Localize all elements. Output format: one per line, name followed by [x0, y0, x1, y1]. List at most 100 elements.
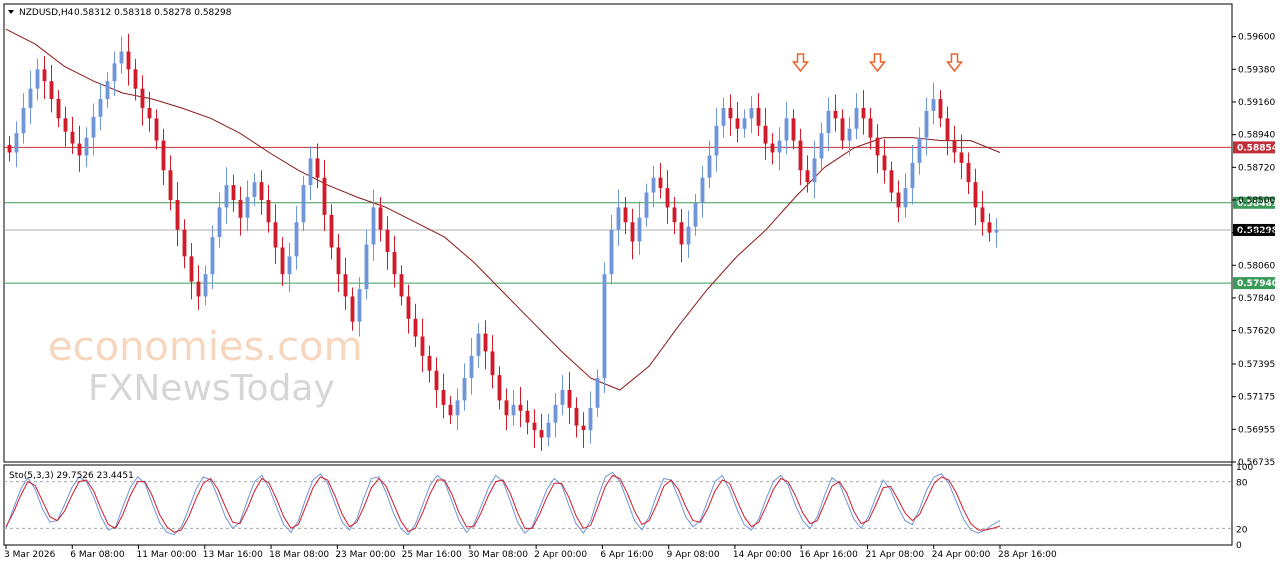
- x-tick-label-6: 25 Mar 16:00: [402, 550, 462, 560]
- candle-body-87: [616, 207, 621, 230]
- candle-body-14: [105, 81, 110, 100]
- sto-series-1: [5, 474, 1001, 533]
- candle-body-92: [651, 177, 656, 193]
- candle-body-67: [476, 333, 481, 356]
- candle-body-32: [231, 185, 236, 200]
- y-tick-label-3: 0.58940: [1238, 131, 1275, 141]
- candle-body-93: [658, 177, 663, 189]
- candle-body-18: [133, 69, 138, 89]
- x-tick-label-3: 13 Mar 16:00: [203, 550, 263, 560]
- candle-body-49: [350, 296, 355, 322]
- candle-body-139: [980, 207, 985, 223]
- moving-average: [5, 28, 1001, 391]
- candle-body-130: [917, 137, 922, 163]
- y-tick-label-4: 0.58720: [1238, 163, 1275, 173]
- candle-body-57: [406, 296, 411, 319]
- candle-body-136: [959, 152, 964, 163]
- ma-line: [5, 28, 1001, 391]
- candle-body-73: [518, 404, 523, 411]
- level-label-3: 0.57940: [1237, 279, 1278, 289]
- candle-body-72: [511, 404, 516, 416]
- candle-body-55: [392, 251, 397, 275]
- x-tick-label-13: 21 Apr 08:00: [865, 550, 924, 560]
- candle-body-69: [490, 351, 495, 376]
- candle-body-62: [441, 389, 446, 405]
- candle-body-25: [182, 229, 187, 257]
- candle-body-11: [84, 137, 89, 156]
- candle-body-65: [462, 378, 467, 401]
- candle-body-9: [70, 131, 75, 144]
- candle-body-70: [497, 375, 502, 401]
- candle-body-5: [42, 69, 47, 82]
- candle-body-118: [833, 110, 838, 119]
- candle-body-124: [875, 137, 880, 156]
- candle-body-52: [371, 207, 376, 245]
- x-tick-label-8: 2 Apr 00:00: [534, 550, 587, 560]
- candle-body-77: [546, 422, 551, 438]
- candle-body-64: [455, 400, 460, 416]
- candle-body-45: [322, 177, 327, 215]
- candle-body-36: [259, 182, 264, 200]
- watermark-economies: economies.com: [48, 324, 363, 370]
- candle-body-120: [847, 128, 852, 141]
- level-label-bg-2: [1233, 223, 1275, 236]
- candle-body-54: [385, 229, 390, 252]
- candle-body-90: [637, 217, 642, 242]
- candle-body-35: [252, 182, 257, 197]
- candle-body-56: [399, 274, 404, 297]
- x-tick-label-10: 9 Apr 08:00: [667, 550, 720, 560]
- candle-body-74: [525, 410, 530, 423]
- y-tick-label-1: 0.59380: [1238, 65, 1275, 75]
- candle-body-103: [728, 107, 733, 119]
- x-tick-label-11: 14 Apr 00:00: [733, 550, 792, 560]
- y-tick-label-13: 0.56735: [1238, 458, 1275, 468]
- sto-series-0: [5, 471, 1001, 536]
- candle-body-94: [665, 188, 670, 208]
- candle-body-22: [161, 140, 166, 171]
- candle-body-71: [504, 400, 509, 416]
- price-axis: 0.59600 0.59380 0.59160 0.58940 0.58720 0.585…: [1232, 33, 1275, 468]
- candle-body-95: [672, 207, 677, 223]
- y-tick-label-6: 0.58280: [1238, 229, 1275, 239]
- sto-tick-0: 100: [1236, 463, 1253, 473]
- candle-body-27: [196, 281, 201, 297]
- candle-body-140: [987, 222, 992, 233]
- level-label-bg-0: [1233, 141, 1275, 154]
- y-tick-label-0: 0.59600: [1238, 33, 1275, 43]
- candle-body-61: [434, 370, 439, 390]
- down-arrow-icon-2: [945, 53, 964, 73]
- down-arrow-icon-0: [791, 53, 810, 73]
- candle-body-115: [812, 158, 817, 183]
- candle-body-39: [280, 247, 285, 275]
- candle-body-107: [756, 107, 761, 126]
- y-tick-label-9: 0.57620: [1238, 327, 1275, 337]
- candle-body-38: [273, 222, 278, 248]
- candle-body-47: [336, 247, 341, 275]
- candle-body-75: [532, 422, 537, 431]
- candle-body-126: [889, 170, 894, 193]
- candle-body-100: [707, 155, 712, 178]
- candle-body-96: [679, 222, 684, 245]
- level-label-0: 0.58854: [1237, 143, 1278, 153]
- candle-body-86: [609, 229, 614, 275]
- horizontal-levels: 0.58854 0.58481 0.58298 0.57940: [4, 141, 1278, 290]
- stochastic-oscillator: 100 80 20 0: [4, 463, 1253, 551]
- candle-body-105: [742, 118, 747, 129]
- candle-body-79: [560, 389, 565, 405]
- candle-body-135: [952, 140, 957, 153]
- y-tick-label-5: 0.58500: [1238, 196, 1275, 206]
- candle-body-43: [308, 158, 313, 186]
- level-label-bg-1: [1233, 196, 1275, 209]
- candle-body-134: [945, 118, 950, 141]
- candle-body-30: [217, 207, 222, 238]
- symbol-timeframe[interactable]: NZDUSD,H4: [19, 8, 74, 18]
- y-tick-label-12: 0.56955: [1238, 425, 1275, 435]
- x-tick-label-7: 30 Mar 08:00: [468, 550, 528, 560]
- candle-body-98: [693, 202, 698, 227]
- candle-body-37: [266, 199, 271, 223]
- symbol-dropdown-icon[interactable]: [8, 10, 14, 14]
- candle-body-101: [714, 125, 719, 156]
- candlestick-series: [7, 33, 999, 451]
- candle-body-7: [56, 99, 61, 119]
